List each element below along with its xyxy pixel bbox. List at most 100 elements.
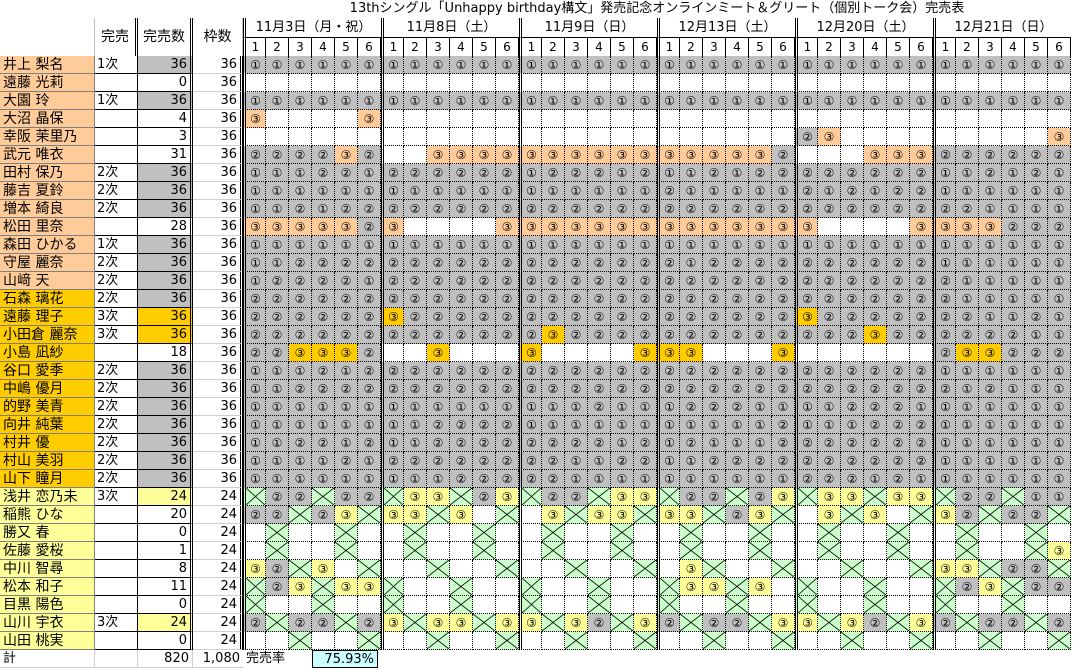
sold-slot-cell-round-1[interactable]: ①	[1025, 398, 1048, 416]
empty-slot-cell[interactable]	[542, 596, 565, 614]
sold-slot-cell-round-1[interactable]: ①	[381, 416, 404, 434]
sold-slot-cell-round-2[interactable]: ②	[657, 290, 680, 308]
empty-slot-cell[interactable]	[933, 542, 956, 560]
empty-slot-cell[interactable]	[519, 632, 542, 650]
sold-slot-cell-round-1[interactable]: ①	[542, 56, 565, 74]
sold-slot-cell-round-2[interactable]: ②	[657, 380, 680, 398]
empty-slot-cell[interactable]	[358, 596, 381, 614]
sold-slot-cell-round-2[interactable]: ②	[749, 362, 772, 380]
sold-slot-cell-round-1[interactable]: ①	[956, 452, 979, 470]
sold-slot-cell-round-2[interactable]: ②	[933, 614, 956, 632]
sold-slot-cell-round-3[interactable]: ③	[289, 344, 312, 362]
empty-slot-cell[interactable]	[795, 146, 818, 164]
sold-slot-cell-round-1[interactable]: ①	[1002, 362, 1025, 380]
sold-slot-cell-round-3[interactable]: ③	[864, 146, 887, 164]
excluded-slot-cell[interactable]	[312, 488, 335, 506]
sold-slot-cell-round-1[interactable]: ①	[956, 272, 979, 290]
sold-slot-cell-round-3[interactable]: ③	[266, 218, 289, 236]
sold-slot-cell-round-2[interactable]: ②	[1002, 146, 1025, 164]
excluded-slot-cell[interactable]	[358, 506, 381, 524]
sold-slot-cell-round-2[interactable]: ②	[312, 164, 335, 182]
member-name[interactable]: 山﨑 天	[0, 272, 95, 290]
sellout-stage[interactable]	[95, 128, 138, 146]
sold-slot-cell-round-1[interactable]: ①	[266, 398, 289, 416]
sold-slot-cell-round-2[interactable]: ②	[358, 434, 381, 452]
sold-slot-cell-round-2[interactable]: ②	[588, 290, 611, 308]
sold-slot-cell-round-2[interactable]: ②	[519, 290, 542, 308]
sold-slot-cell-round-1[interactable]: ①	[335, 362, 358, 380]
empty-slot-cell[interactable]	[956, 128, 979, 146]
sold-slot-cell-round-2[interactable]: ②	[772, 254, 795, 272]
sold-slot-cell-round-2[interactable]: ②	[1025, 308, 1048, 326]
sold-slot-cell-round-2[interactable]: ②	[427, 254, 450, 272]
sold-slot-cell-round-1[interactable]: ①	[887, 56, 910, 74]
excluded-slot-cell[interactable]	[726, 488, 749, 506]
excluded-slot-cell[interactable]	[979, 560, 1002, 578]
member-name[interactable]: 守屋 麗奈	[0, 254, 95, 272]
sold-slot-cell-round-1[interactable]: ①	[680, 56, 703, 74]
empty-slot-cell[interactable]	[289, 128, 312, 146]
sold-slot-cell-round-3[interactable]: ③	[910, 488, 933, 506]
sold-slot-cell-round-2[interactable]: ②	[542, 272, 565, 290]
empty-slot-cell[interactable]	[404, 74, 427, 92]
sold-slot-cell-round-2[interactable]: ②	[565, 434, 588, 452]
sheet-title[interactable]: 13thシングル「Unhappy birthday構文」発売記念オンラインミート…	[243, 0, 1071, 19]
sellout-stage[interactable]: 3次	[95, 614, 138, 632]
sold-slot-cell-round-1[interactable]: ①	[1002, 182, 1025, 200]
empty-slot-cell[interactable]	[887, 578, 910, 596]
empty-slot-cell[interactable]	[1048, 524, 1071, 542]
sold-slot-cell-round-1[interactable]: ①	[979, 236, 1002, 254]
sellout-stage[interactable]	[95, 524, 138, 542]
empty-slot-cell[interactable]	[703, 344, 726, 362]
sold-count[interactable]: 36	[138, 164, 193, 182]
sold-slot-cell-round-2[interactable]: ②	[956, 146, 979, 164]
member-name[interactable]: 中川 智尋	[0, 560, 95, 578]
date-header[interactable]: 12月20日（土）	[795, 18, 933, 38]
empty-slot-cell[interactable]	[772, 74, 795, 92]
sold-slot-cell-round-2[interactable]: ②	[864, 614, 887, 632]
sold-slot-cell-round-1[interactable]: ①	[243, 200, 266, 218]
header-sold[interactable]: 完売数	[138, 18, 193, 56]
excluded-slot-cell[interactable]	[588, 578, 611, 596]
sold-slot-cell-round-1[interactable]: ①	[726, 56, 749, 74]
sold-slot-cell-round-2[interactable]: ②	[795, 128, 818, 146]
sold-slot-cell-round-2[interactable]: ②	[611, 290, 634, 308]
sold-slot-cell-round-2[interactable]: ②	[588, 434, 611, 452]
slot-number-header[interactable]: 6	[358, 38, 381, 56]
sold-slot-cell-round-1[interactable]: ①	[243, 452, 266, 470]
excluded-slot-cell[interactable]	[519, 488, 542, 506]
sold-slot-cell-round-1[interactable]: ①	[1002, 308, 1025, 326]
sold-slot-cell-round-2[interactable]: ②	[864, 308, 887, 326]
sold-slot-cell-round-1[interactable]: ①	[381, 56, 404, 74]
excluded-slot-cell[interactable]	[404, 542, 427, 560]
empty-slot-cell[interactable]	[381, 524, 404, 542]
sellout-stage[interactable]	[95, 542, 138, 560]
empty-slot-cell[interactable]	[979, 596, 1002, 614]
slot-number-header[interactable]: 3	[703, 38, 726, 56]
sold-slot-cell-round-1[interactable]: ①	[910, 236, 933, 254]
sellout-stage[interactable]: 2次	[95, 452, 138, 470]
empty-slot-cell[interactable]	[243, 128, 266, 146]
excluded-slot-cell[interactable]	[588, 596, 611, 614]
sold-slot-cell-round-1[interactable]: ①	[335, 56, 358, 74]
sold-slot-cell-round-2[interactable]: ②	[473, 326, 496, 344]
empty-slot-cell[interactable]	[1002, 542, 1025, 560]
sold-slot-cell-round-1[interactable]: ①	[243, 434, 266, 452]
excluded-slot-cell[interactable]	[864, 578, 887, 596]
total-capacity[interactable]: 1,080	[193, 650, 243, 668]
sold-slot-cell-round-1[interactable]: ①	[588, 182, 611, 200]
sold-slot-cell-round-2[interactable]: ②	[749, 290, 772, 308]
sold-slot-cell-round-1[interactable]: ①	[1002, 254, 1025, 272]
sold-slot-cell-round-1[interactable]: ①	[266, 164, 289, 182]
sold-slot-cell-round-2[interactable]: ②	[726, 506, 749, 524]
empty-slot-cell[interactable]	[772, 542, 795, 560]
sold-slot-cell-round-3[interactable]: ③	[680, 344, 703, 362]
empty-slot-cell[interactable]	[680, 632, 703, 650]
sold-slot-cell-round-2[interactable]: ②	[243, 506, 266, 524]
empty-slot-cell[interactable]	[795, 110, 818, 128]
sold-slot-cell-round-1[interactable]: ①	[1025, 272, 1048, 290]
sold-slot-cell-round-1[interactable]: ①	[1002, 398, 1025, 416]
sold-slot-cell-round-2[interactable]: ②	[312, 272, 335, 290]
excluded-slot-cell[interactable]	[887, 542, 910, 560]
empty-slot-cell[interactable]	[404, 578, 427, 596]
